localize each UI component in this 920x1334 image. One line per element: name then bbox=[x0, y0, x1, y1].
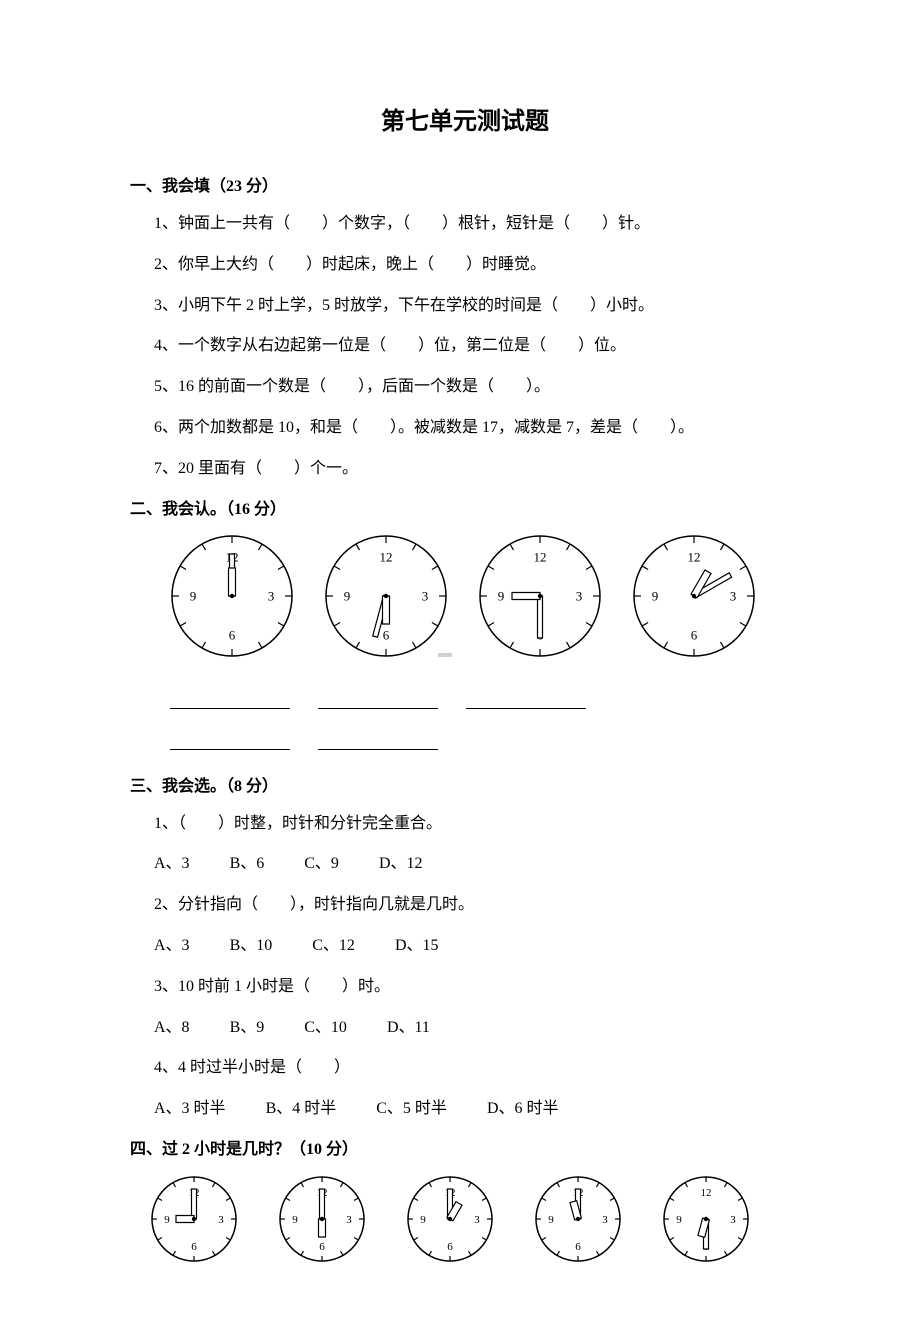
s3-opt3: A、8 B、9 C、10 D、11 bbox=[130, 1014, 800, 1043]
s1-q4: 4、一个数字从右边起第一位是（ ）位，第二位是（ ）位。 bbox=[130, 332, 800, 361]
clock-icon: 36912 bbox=[662, 1175, 750, 1263]
svg-text:3: 3 bbox=[602, 1214, 608, 1226]
s3-opt3-b: B、9 bbox=[230, 1019, 265, 1036]
s1-q5: 5、16 的前面一个数是（ ），后面一个数是（ ）。 bbox=[130, 373, 800, 402]
svg-text:9: 9 bbox=[548, 1214, 554, 1226]
s1-q3: 3、小明下午 2 时上学，5 时放学，下午在学校的时间是（ ）小时。 bbox=[130, 292, 800, 321]
s3-q3: 3、10 时前 1 小时是（ ）时。 bbox=[130, 973, 800, 1002]
svg-text:9: 9 bbox=[190, 589, 197, 604]
s3-opt4-c: C、5 时半 bbox=[376, 1100, 447, 1117]
s1-q7: 7、20 里面有（ ）个一。 bbox=[130, 455, 800, 484]
clock: 36912 bbox=[406, 1175, 494, 1274]
svg-text:3: 3 bbox=[730, 589, 737, 604]
svg-text:12: 12 bbox=[534, 550, 547, 565]
s3-opt2-d: D、15 bbox=[395, 937, 439, 954]
svg-text:6: 6 bbox=[319, 1241, 325, 1253]
section-4-header: 四、过 2 小时是几时？（10 分） bbox=[130, 1136, 800, 1165]
blank-line bbox=[170, 730, 290, 750]
svg-text:6: 6 bbox=[447, 1241, 453, 1253]
svg-text:12: 12 bbox=[701, 1187, 712, 1199]
s3-opt2-a: A、3 bbox=[154, 937, 190, 954]
clock: 36912 bbox=[534, 1175, 622, 1274]
svg-text:6: 6 bbox=[191, 1241, 197, 1253]
s3-opt4-d: D、6 时半 bbox=[487, 1100, 559, 1117]
blank-line bbox=[318, 730, 438, 750]
s3-opt1-b: B、6 bbox=[230, 855, 265, 872]
svg-text:3: 3 bbox=[730, 1214, 736, 1226]
clock: 36912 bbox=[478, 534, 602, 669]
clock-icon: 3 6 9 12 bbox=[324, 534, 448, 658]
s3-opt3-d: D、11 bbox=[387, 1019, 430, 1036]
svg-text:12: 12 bbox=[688, 550, 701, 565]
s3-opt1-c: C、9 bbox=[304, 855, 339, 872]
s3-opt2-c: C、12 bbox=[312, 937, 355, 954]
s3-q1: 1、（ ）时整，时针和分针完全重合。 bbox=[130, 810, 800, 839]
section-3-header: 三、我会选。（8 分） bbox=[130, 773, 800, 802]
s1-q6: 6、两个加数都是 10，和是（ ）。被减数是 17，减数是 7，差是（ ）。 bbox=[130, 414, 800, 443]
s1-q2: 2、你早上大约（ ）时起床，晚上（ ）时睡觉。 bbox=[130, 251, 800, 280]
svg-text:9: 9 bbox=[292, 1214, 298, 1226]
page-title: 第七单元测试题 bbox=[130, 100, 800, 143]
s3-q4: 4、4 时过半小时是（ ） bbox=[130, 1054, 800, 1083]
clock-icon: 36912 bbox=[478, 534, 602, 658]
s2-clocks-row: 36912369123691236912 bbox=[130, 534, 800, 669]
svg-text:3: 3 bbox=[422, 589, 429, 604]
s3-opt2-b: B、10 bbox=[230, 937, 273, 954]
svg-text:3: 3 bbox=[576, 589, 583, 604]
svg-text:6: 6 bbox=[575, 1241, 581, 1253]
clock: 3 6 9 12 bbox=[324, 534, 448, 669]
s3-q2: 2、分针指向（ ），时针指向几就是几时。 bbox=[130, 891, 800, 920]
clock: 36912 bbox=[662, 1175, 750, 1274]
s2-answer-lines-1 bbox=[130, 689, 800, 720]
blank-line bbox=[170, 689, 290, 709]
clock-icon: 36912 bbox=[150, 1175, 238, 1263]
clock: 36912 bbox=[278, 1175, 366, 1274]
blank-line bbox=[466, 689, 586, 709]
section-2-header: 二、我会认。（16 分） bbox=[130, 496, 800, 525]
s3-opt1-a: A、3 bbox=[154, 855, 190, 872]
s3-opt3-c: C、10 bbox=[304, 1019, 347, 1036]
clock: 36912 bbox=[150, 1175, 238, 1274]
section-1-header: 一、我会填（23 分） bbox=[130, 173, 800, 202]
blank-line bbox=[318, 689, 438, 709]
s2-answer-lines-2 bbox=[130, 730, 800, 761]
s3-opt3-a: A、8 bbox=[154, 1019, 190, 1036]
s3-opt1: A、3 B、6 C、9 D、12 bbox=[130, 850, 800, 879]
page-marker-icon bbox=[438, 653, 452, 657]
svg-text:9: 9 bbox=[164, 1214, 170, 1226]
svg-text:9: 9 bbox=[420, 1214, 426, 1226]
svg-text:3: 3 bbox=[346, 1214, 352, 1226]
svg-text:3: 3 bbox=[218, 1214, 224, 1226]
clock-icon: 36912 bbox=[170, 534, 294, 658]
clock-icon: 3 6 9 12 bbox=[632, 534, 756, 658]
s3-opt4-a: A、3 时半 bbox=[154, 1100, 226, 1117]
svg-text:12: 12 bbox=[380, 550, 393, 565]
s4-clocks-row: 3691236912369123691236912 bbox=[130, 1175, 800, 1274]
clock-icon: 36912 bbox=[278, 1175, 366, 1263]
clock-icon: 36912 bbox=[534, 1175, 622, 1263]
clock: 36912 bbox=[170, 534, 294, 669]
s1-q1: 1、钟面上一共有（ ）个数字，（ ）根针，短针是（ ）针。 bbox=[130, 210, 800, 239]
s3-opt4: A、3 时半 B、4 时半 C、5 时半 D、6 时半 bbox=[130, 1095, 800, 1124]
svg-text:9: 9 bbox=[652, 589, 659, 604]
s3-opt2: A、3 B、10 C、12 D、15 bbox=[130, 932, 800, 961]
svg-text:9: 9 bbox=[676, 1214, 682, 1226]
svg-text:9: 9 bbox=[498, 589, 505, 604]
svg-text:9: 9 bbox=[344, 589, 351, 604]
s3-opt4-b: B、4 时半 bbox=[266, 1100, 337, 1117]
svg-text:3: 3 bbox=[474, 1214, 480, 1226]
svg-text:3: 3 bbox=[268, 589, 275, 604]
svg-text:6: 6 bbox=[691, 628, 698, 643]
clock: 3 6 9 12 bbox=[632, 534, 756, 669]
svg-text:6: 6 bbox=[229, 628, 236, 643]
s3-opt1-d: D、12 bbox=[379, 855, 423, 872]
svg-text:6: 6 bbox=[383, 628, 390, 643]
clock-icon: 36912 bbox=[406, 1175, 494, 1263]
